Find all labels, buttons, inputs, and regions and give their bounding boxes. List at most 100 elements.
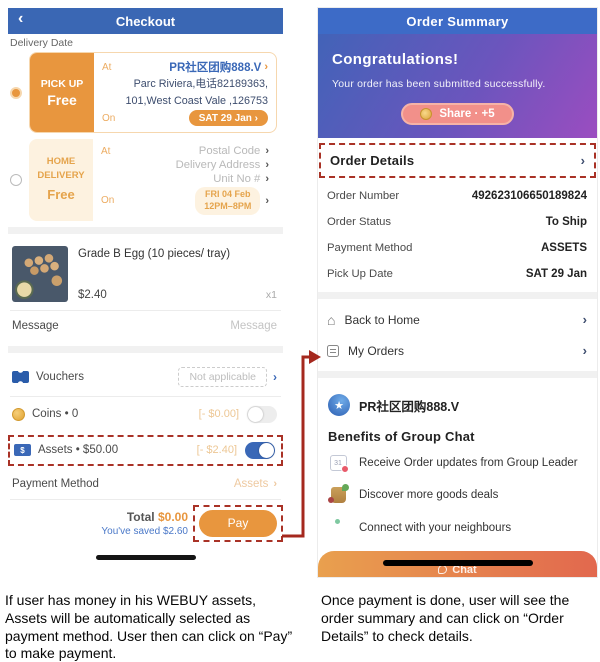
vouchers-value: Not applicable bbox=[178, 366, 267, 387]
pickup-body: At PR社区团购888.V › Parc Riviera,电话82189363… bbox=[94, 53, 276, 132]
benefit-item: 31 Receive Order updates from Group Lead… bbox=[318, 447, 597, 479]
chevron-right-icon: › bbox=[265, 159, 269, 172]
checkout-title: Checkout bbox=[115, 13, 176, 29]
delivery-address-field[interactable]: Delivery Address › bbox=[175, 159, 269, 172]
chevron-right-icon: › bbox=[273, 477, 277, 490]
pickup-date-value: SAT 29 Jan bbox=[525, 268, 587, 280]
my-orders-link[interactable]: My Orders › bbox=[318, 335, 597, 366]
home-delivery-option: HOME DELIVERY Free At Postal Code › bbox=[8, 139, 283, 221]
home-at-label: At bbox=[101, 145, 111, 157]
checkout-header: ‹ Checkout bbox=[8, 8, 283, 34]
coins-toggle[interactable] bbox=[247, 405, 277, 423]
payment-method-value: ASSETS bbox=[540, 242, 587, 254]
divider bbox=[10, 498, 281, 500]
delivery-date-line1: FRI 04 Feb bbox=[205, 189, 251, 200]
order-details-row[interactable]: Order Details › bbox=[319, 143, 596, 178]
pickup-option: PICK UP Free At PR社区团购888.V › Parc Rivie… bbox=[8, 52, 283, 134]
payment-method-info-row: Payment Method ASSETS bbox=[327, 242, 587, 254]
home-badge-line1: HOME bbox=[46, 156, 76, 168]
chevron-right-icon: › bbox=[273, 369, 277, 384]
pickup-radio[interactable] bbox=[10, 86, 22, 99]
assets-label: Assets • $50.00 bbox=[38, 444, 119, 456]
group-name: PR社区团购888.V bbox=[359, 399, 460, 414]
pickup-address-line1: Parc Riviera,电话82189363, bbox=[133, 78, 268, 90]
back-to-home-link[interactable]: ⌂ Back to Home › bbox=[327, 311, 587, 328]
group-chat-row[interactable]: ★ PR社区团购888.V bbox=[318, 383, 597, 425]
order-summary-header: Order Summary bbox=[318, 8, 597, 34]
home-delivery-radio[interactable] bbox=[10, 173, 22, 186]
divider bbox=[10, 395, 281, 397]
pickup-badge-line1: PICK UP bbox=[40, 77, 84, 90]
home-delivery-badge: HOME DELIVERY Free bbox=[29, 139, 93, 221]
chat-label: Chat bbox=[452, 564, 477, 576]
home-icon: ⌂ bbox=[327, 311, 336, 328]
assets-annotation-box: $ Assets • $50.00 [- $2.40] bbox=[8, 434, 283, 466]
payment-method-label: Payment Method bbox=[12, 477, 99, 490]
pay-button[interactable]: Pay bbox=[199, 509, 277, 537]
coins-label: Coins • 0 bbox=[32, 408, 79, 420]
vouchers-row[interactable]: Vouchers Not applicable › bbox=[8, 358, 283, 396]
payment-method-row[interactable]: Payment Method Assets › bbox=[8, 469, 283, 499]
cart-item: Grade B Egg (10 pieces/ tray) $2.40 x1 bbox=[8, 239, 283, 310]
goods-bag-icon bbox=[327, 484, 349, 503]
pickup-date-pill[interactable]: SAT 29 Jan › bbox=[188, 110, 268, 127]
assets-row: $ Assets • $50.00 [- $2.40] bbox=[10, 437, 281, 464]
home-indicator bbox=[382, 560, 533, 566]
chevron-right-icon: › bbox=[582, 343, 587, 358]
pickup-address-line2: 101,West Coast Vale ,126753 bbox=[125, 94, 268, 107]
share-button[interactable]: Share · +5 bbox=[401, 103, 514, 125]
chevron-right-icon: › bbox=[265, 194, 269, 207]
share-label: Share · +5 bbox=[439, 108, 495, 120]
unit-no-field[interactable]: Unit No # › bbox=[213, 173, 269, 186]
chat-bubble-icon bbox=[438, 565, 448, 574]
message-label: Message bbox=[12, 319, 59, 332]
order-summary-screen: Order Summary Congratulations! Your orde… bbox=[318, 8, 597, 577]
coin-icon bbox=[420, 108, 433, 120]
benefit-item: Connect with your neighbours bbox=[318, 511, 597, 544]
home-badge-free: Free bbox=[47, 186, 75, 202]
section-divider bbox=[8, 345, 283, 353]
congrats-title: Congratulations! bbox=[332, 51, 459, 68]
product-name: Grade B Egg (10 pieces/ tray) bbox=[78, 247, 231, 260]
right-caption: Once payment is done, user will see the … bbox=[321, 592, 570, 644]
group-avatar: ★ bbox=[328, 394, 350, 416]
order-status-value: To Ship bbox=[545, 216, 587, 228]
benefits-title: Benefits of Group Chat bbox=[328, 429, 475, 444]
pickup-on-label: On bbox=[102, 112, 116, 124]
vouchers-label: Vouchers bbox=[36, 370, 84, 383]
home-delivery-card[interactable]: HOME DELIVERY Free At Postal Code › bbox=[29, 139, 277, 221]
message-input[interactable]: Message bbox=[230, 319, 277, 332]
section-divider bbox=[318, 292, 597, 299]
pickup-card[interactable]: PICK UP Free At PR社区团购888.V › Parc Rivie… bbox=[29, 52, 277, 134]
message-row: Message Message bbox=[8, 311, 283, 341]
postal-code-field[interactable]: Postal Code › bbox=[198, 145, 269, 158]
chat-button[interactable]: Chat bbox=[318, 551, 597, 577]
pickup-at-label: At bbox=[102, 61, 112, 73]
benefit-item: Discover more goods deals bbox=[318, 479, 597, 511]
chevron-right-icon: › bbox=[580, 153, 585, 168]
total-zone: Total $0.00 You've saved $2.60 Pay bbox=[8, 500, 283, 542]
product-quantity: x1 bbox=[265, 288, 277, 301]
assets-toggle[interactable] bbox=[245, 441, 275, 459]
chevron-right-icon: › bbox=[264, 61, 268, 73]
pickup-group-link[interactable]: PR社区团购888.V › bbox=[169, 59, 268, 75]
order-number-value: 492623106650189824 bbox=[471, 190, 587, 202]
divider bbox=[10, 309, 281, 311]
saved-text: You've saved $2.60 bbox=[101, 525, 188, 537]
back-icon[interactable]: ‹ bbox=[18, 10, 24, 27]
total-label: Total bbox=[126, 509, 155, 524]
total-value: $0.00 bbox=[157, 509, 188, 524]
pickup-badge-free: Free bbox=[47, 91, 77, 108]
delivery-date-label: Delivery Date bbox=[10, 37, 74, 49]
assets-dollar-icon: $ bbox=[14, 444, 31, 456]
order-number-row: Order Number 492623106650189824 bbox=[327, 190, 587, 202]
order-status-row: Order Status To Ship bbox=[327, 216, 587, 228]
calendar-icon: 31 bbox=[329, 455, 349, 473]
product-image bbox=[12, 245, 68, 302]
home-delivery-body: At Postal Code › Delivery Address › bbox=[93, 139, 277, 220]
delivery-date-field[interactable]: FRI 04 Feb 12PM–8PM › bbox=[195, 187, 269, 215]
product-price: $2.40 bbox=[78, 288, 107, 301]
home-badge-line2: DELIVERY bbox=[37, 170, 85, 182]
chevron-right-icon: › bbox=[265, 145, 269, 158]
